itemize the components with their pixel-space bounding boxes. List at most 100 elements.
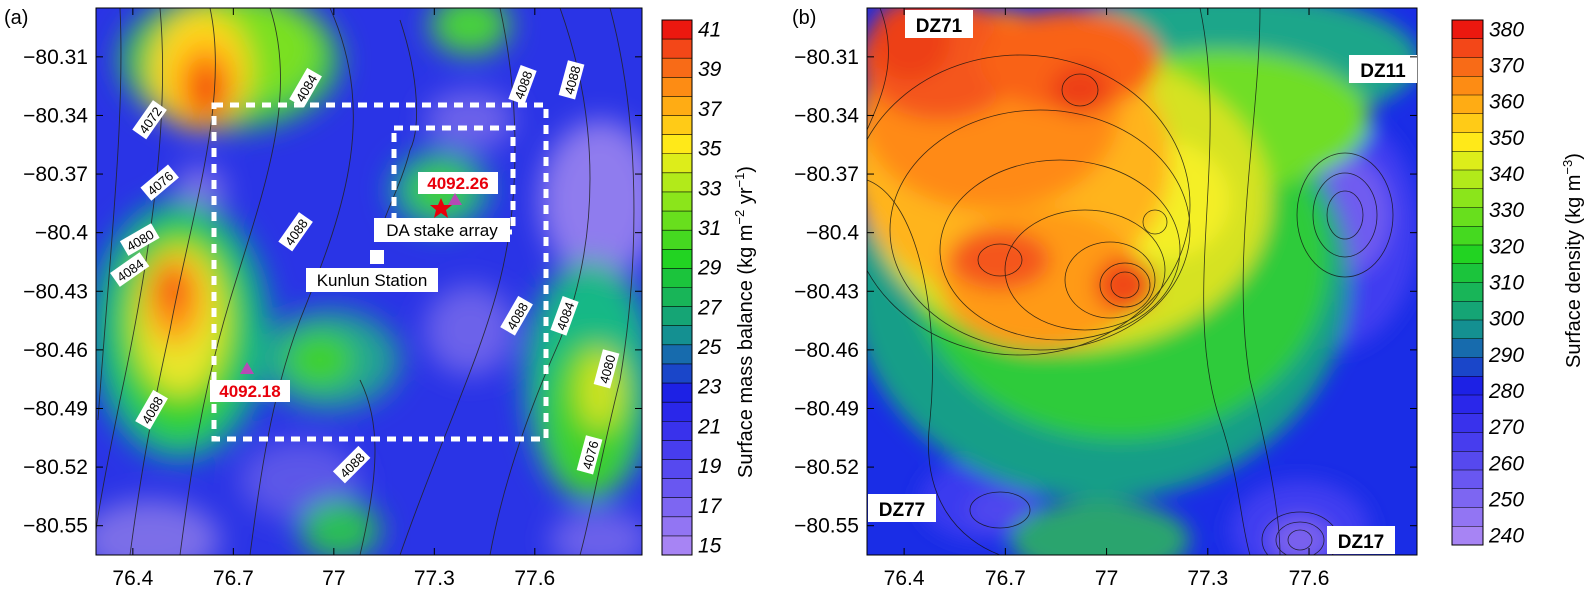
elev-label-2-box <box>210 380 290 402</box>
da-stake-label-box <box>374 218 510 242</box>
colorbar-tick-label: 240 <box>1488 525 1524 548</box>
y-tick-label: −80.46 <box>794 339 859 362</box>
colorbar-tick-label: 31 <box>698 217 721 240</box>
x-tick-label: 77.6 <box>1289 567 1330 590</box>
colorbar-tick-label: 39 <box>698 58 722 81</box>
svg-text:DZ77: DZ77 <box>879 500 925 521</box>
colorbar-swatch <box>662 58 692 78</box>
colorbar-swatch <box>662 172 692 193</box>
colorbar-tick-label: 370 <box>1489 55 1524 78</box>
colorbar-tick-label: 260 <box>1488 452 1524 475</box>
panel-b-label: (b) <box>792 7 816 29</box>
y-tick-label: −80.55 <box>794 515 859 538</box>
colorbar-tick-label: 17 <box>698 495 723 518</box>
colorbar-swatch <box>662 230 692 250</box>
colorbar-tick-label: 19 <box>698 455 722 478</box>
colorbar-tick-label: 15 <box>698 534 722 557</box>
svg-text:DZ71: DZ71 <box>916 16 963 37</box>
colorbar-swatch <box>1452 170 1483 190</box>
colorbar-tick-label: 320 <box>1489 235 1524 258</box>
x-tick-label: 76.7 <box>213 567 254 590</box>
colorbar-swatch <box>1452 320 1483 340</box>
colorbar-swatch <box>1452 451 1483 471</box>
colorbar-swatch <box>662 459 692 480</box>
colorbar-swatch <box>1452 226 1483 246</box>
colorbar-tick-label: 380 <box>1489 18 1524 41</box>
colorbar-tick-label: 35 <box>698 138 722 161</box>
colorbar-swatch <box>1452 488 1483 508</box>
y-tick-label: −80.4 <box>35 222 88 245</box>
colorbar-swatch <box>662 268 692 288</box>
colorbar-swatch <box>662 325 692 346</box>
site-label-dz71: DZ71 <box>905 10 973 38</box>
colorbar-swatch <box>662 287 692 308</box>
colorbar-swatch <box>662 77 692 97</box>
colorbar-swatch <box>662 20 692 40</box>
svg-text:DZ11: DZ11 <box>1360 61 1406 82</box>
x-tick-label: 76.4 <box>112 567 153 590</box>
colorbar-tick-label: 290 <box>1488 344 1524 367</box>
x-tick-label: 76.7 <box>985 567 1026 590</box>
colorbar-tick-label: 25 <box>697 336 722 359</box>
y-tick-label: −80.46 <box>23 339 88 362</box>
star-marker <box>430 198 452 218</box>
colorbar-tick-label: 29 <box>697 257 722 280</box>
y-tick-label: −80.49 <box>23 397 88 420</box>
colorbar-swatch <box>1452 20 1483 40</box>
colorbar-swatch <box>1452 338 1483 358</box>
colorbar-frame <box>1451 19 1484 546</box>
smb-field <box>96 8 642 555</box>
colorbar-swatch <box>662 39 692 59</box>
elevation-label-1: 4092.26 <box>427 174 488 193</box>
colorbar-swatch <box>662 153 692 174</box>
kunlun-station-label-box <box>306 268 438 292</box>
kunlun-station-marker <box>370 250 384 264</box>
colorbar-tick-label: 300 <box>1489 308 1524 331</box>
y-tick-label: −80.43 <box>23 280 88 303</box>
colorbar-swatch <box>1452 188 1483 208</box>
colorbar-swatch <box>662 497 692 518</box>
colorbar-swatch <box>662 211 692 231</box>
colorbar-tick-label: 27 <box>697 296 723 319</box>
colorbar-swatch <box>662 363 692 384</box>
colorbar-swatch <box>1452 301 1483 321</box>
colorbar-swatch <box>662 344 692 365</box>
colorbar-tick-label: 270 <box>1488 416 1524 439</box>
y-tick-label: −80.31 <box>794 46 859 69</box>
y-tick-label: −80.43 <box>794 280 859 303</box>
triangle-marker-2 <box>240 362 254 374</box>
colorbar-a: 41 39 37 35 33 31 29 27 25 23 21 19 17 15 <box>661 19 723 557</box>
y-tick-label: −80.4 <box>806 222 859 245</box>
colorbar-swatch <box>1452 245 1483 265</box>
colorbar-swatch <box>1452 376 1483 396</box>
colorbar-swatch <box>1452 95 1483 115</box>
y-tick-label: −80.34 <box>794 104 859 127</box>
panel-a-y-axis: −80.31 −80.34 −80.37 −80.4 −80.43 −80.46 −80.4… <box>23 46 642 538</box>
colorbar-swatch <box>1452 113 1483 133</box>
y-tick-label: −80.55 <box>23 515 88 538</box>
svg-text:4076: 4076 <box>579 439 601 471</box>
colorbar-swatch <box>1452 38 1483 58</box>
kunlun-station-label: Kunlun Station <box>317 271 428 290</box>
colorbar-frame <box>661 19 693 556</box>
colorbar-swatch <box>1452 470 1483 490</box>
colorbar-swatch <box>1452 263 1483 283</box>
colorbar-swatch <box>662 535 692 556</box>
colorbar-tick-label: 340 <box>1489 163 1524 186</box>
x-tick-label: 77.3 <box>1187 567 1228 590</box>
colorbar-swatch <box>1452 282 1483 302</box>
colorbar-tick-label: 250 <box>1488 488 1524 511</box>
colorbar-a-title: Surface mass balance (kg m−2 yr−1) <box>732 166 757 478</box>
colorbar-tick-label: 37 <box>698 98 723 121</box>
x-tick-label: 76.4 <box>884 567 925 590</box>
colorbar-swatch <box>662 306 692 327</box>
y-tick-label: −80.31 <box>23 46 88 69</box>
svg-text:DZ17: DZ17 <box>1338 532 1384 553</box>
colorbar-b-title: Surface density (kg m−3) <box>1560 153 1585 368</box>
colorbar-swatch <box>1452 132 1483 152</box>
colorbar-swatch <box>662 440 692 460</box>
density-field <box>867 8 1417 555</box>
colorbar-swatch <box>1452 432 1483 452</box>
x-tick-label: 77.6 <box>514 567 555 590</box>
colorbar-swatch <box>662 478 692 499</box>
